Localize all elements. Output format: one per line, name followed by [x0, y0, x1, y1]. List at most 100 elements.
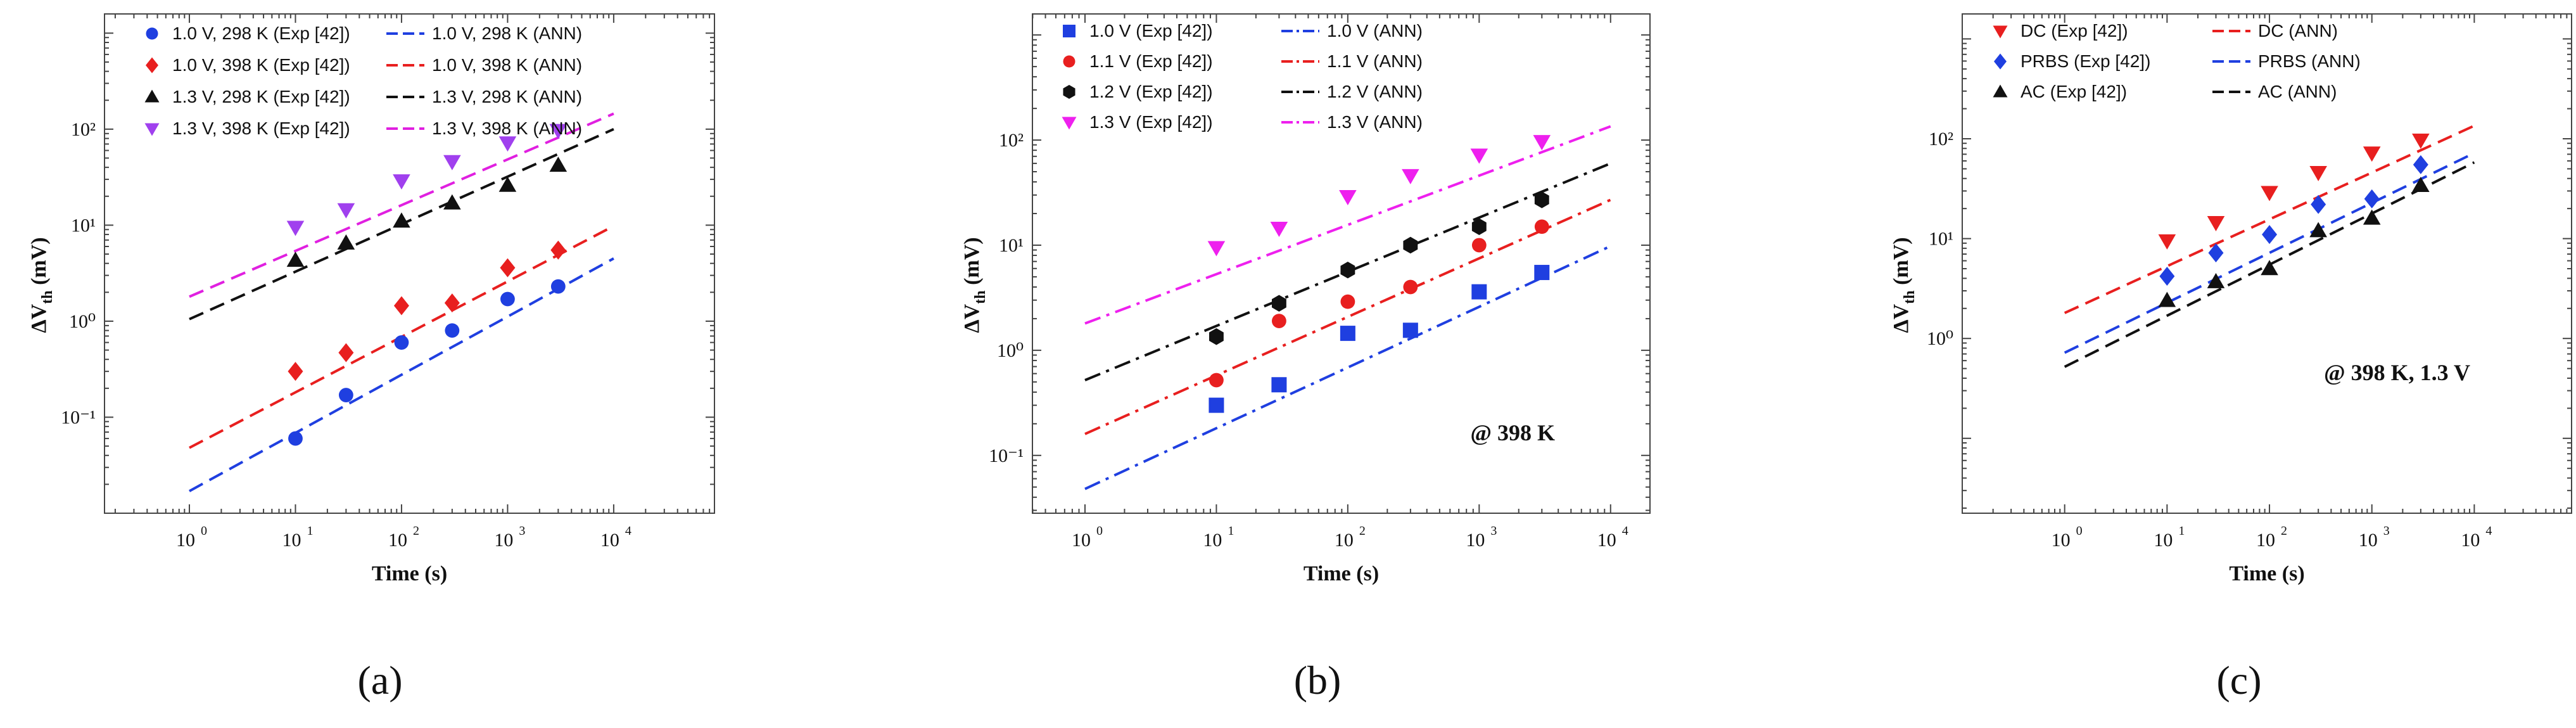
- x-tick-label: 10: [176, 530, 195, 551]
- data-point-1-3-v-398-k-exp-42: [286, 220, 305, 236]
- y-axis-title-main: ΔV: [960, 303, 984, 333]
- x-tick-label-exponent: 3: [1490, 524, 1497, 538]
- data-point-1-2-v-exp-42: [1271, 295, 1286, 312]
- legend-marker-dc-exp-42: [1993, 25, 2008, 39]
- data-point-1-1-v-exp-42: [1209, 373, 1224, 388]
- x-tick-label: 10: [2154, 530, 2173, 551]
- legend-label: 1.0 V, 298 K (Exp [42]): [172, 23, 350, 43]
- data-point-1-0-v-exp-42: [1471, 284, 1487, 300]
- x-tick-label: 10: [282, 530, 301, 551]
- data-point-1-3-v-exp-42: [1207, 241, 1226, 257]
- x-tick-label-exponent: 1: [1228, 524, 1234, 538]
- y-axis-title: ΔVth (mV): [1889, 237, 1918, 333]
- data-point-1-0-v-398-k-exp-42: [500, 258, 516, 278]
- data-point-1-0-v-398-k-exp-42: [444, 293, 460, 313]
- data-point-prbs-exp-42: [2159, 266, 2175, 286]
- data-point-1-0-v-298-k-exp-42: [394, 335, 409, 350]
- legend-marker-prbs-exp-42: [1994, 53, 2007, 70]
- data-point-1-0-v-398-k-exp-42: [288, 362, 303, 381]
- data-point-1-0-v-298-k-exp-42: [338, 388, 353, 402]
- y-axis-title-main: ΔV: [1889, 303, 1913, 333]
- x-axis-ticks: [114, 14, 711, 513]
- x-tick-label-exponent: 0: [201, 524, 207, 538]
- data-point-1-3-v-398-k-exp-42: [393, 174, 410, 190]
- y-axis-title: ΔVth (mV): [27, 237, 56, 333]
- legend-marker-1-0-v-398-k-exp-42: [146, 57, 158, 73]
- x-tick-label: 10: [1203, 530, 1222, 551]
- data-point-1-0-v-exp-42: [1402, 322, 1418, 338]
- legend-label: AC (ANN): [2258, 82, 2337, 101]
- data-point-ac-exp-42: [2261, 260, 2278, 276]
- data-point-1-2-v-exp-42: [1340, 262, 1355, 279]
- plot-area: [1084, 125, 1611, 490]
- data-point-ac-exp-42: [2207, 272, 2225, 288]
- legend-label: PRBS (ANN): [2258, 51, 2361, 71]
- y-axis-title: ΔVth (mV): [960, 237, 989, 333]
- series-line-1-0-v-298-k-ann: [189, 257, 614, 492]
- data-point-1-0-v-exp-42: [1209, 397, 1224, 413]
- legend-marker-1-2-v-exp-42: [1063, 85, 1075, 99]
- data-point-1-1-v-exp-42: [1534, 219, 1549, 234]
- x-tick-label-exponent: 0: [2076, 524, 2083, 538]
- data-point-1-1-v-exp-42: [1403, 279, 1418, 295]
- legend-label: 1.2 V (Exp [42]): [1089, 82, 1213, 101]
- x-tick-label-exponent: 3: [519, 524, 525, 538]
- data-point-ac-exp-42: [2158, 291, 2176, 307]
- data-point-1-1-v-exp-42: [1272, 314, 1286, 329]
- legend-label: 1.2 V (ANN): [1327, 82, 1423, 101]
- y-tick-label: 10¹: [71, 215, 96, 236]
- x-axis-title: Time (s): [2229, 562, 2304, 585]
- data-point-1-0-v-298-k-exp-42: [500, 291, 515, 307]
- x-tick-label-exponent: 1: [2178, 524, 2185, 538]
- data-point-prbs-exp-42: [2311, 195, 2326, 214]
- data-point-1-3-v-298-k-exp-42: [393, 212, 410, 228]
- legend-label: 1.0 V (ANN): [1327, 21, 1423, 41]
- x-tick-label: 10: [1072, 530, 1091, 551]
- data-point-1-3-v-298-k-exp-42: [498, 176, 517, 192]
- data-point-1-2-v-exp-42: [1534, 191, 1549, 208]
- legend-label: 1.3 V, 398 K (Exp [42]): [172, 118, 350, 138]
- legend-label: 1.3 V (Exp [42]): [1089, 112, 1213, 132]
- data-point-dc-exp-42: [2207, 215, 2225, 231]
- data-point-dc-exp-42: [2261, 186, 2278, 201]
- y-tick-label: 10²: [71, 119, 96, 140]
- legend-marker-1-0-v-298-k-exp-42: [146, 27, 158, 40]
- legend-label: 1.3 V, 398 K (ANN): [432, 118, 582, 138]
- data-point-1-0-v-398-k-exp-42: [550, 240, 566, 260]
- plot-frame: [1962, 13, 2572, 514]
- legend-label: 1.1 V (Exp [42]): [1089, 51, 1213, 71]
- y-axis-ticks: [105, 32, 714, 514]
- y-tick-label: 10²: [1929, 129, 1953, 150]
- data-point-1-3-v-exp-42: [1470, 148, 1488, 164]
- panel-label: (c): [2216, 658, 2261, 703]
- data-point-1-1-v-exp-42: [1340, 294, 1355, 309]
- data-point-dc-exp-42: [2412, 133, 2430, 149]
- y-tick-label: 10⁻¹: [61, 407, 96, 428]
- legend-marker-ac-exp-42: [1993, 84, 2008, 98]
- data-point-ac-exp-42: [2309, 222, 2327, 238]
- y-axis-title-main: ΔV: [27, 303, 51, 333]
- y-tick-label: 10²: [999, 130, 1024, 151]
- data-point-1-3-v-exp-42: [1533, 135, 1551, 151]
- legend-label: 1.1 V (ANN): [1327, 51, 1423, 71]
- x-tick-label: 10: [494, 530, 513, 551]
- series-line-dc-ann: [2064, 124, 2475, 314]
- y-axis-ticks: [1032, 34, 1650, 511]
- data-point-dc-exp-42: [2363, 146, 2381, 162]
- x-tick-label-exponent: 4: [1622, 524, 1628, 538]
- panel-a: 10 0 10 1 10 2 10 3 10 4 10⁻¹ 10⁰ 10¹ 10² Time (s) ΔVth…: [27, 13, 715, 703]
- data-point-1-1-v-exp-42: [1471, 238, 1487, 253]
- y-tick-label: 10¹: [999, 235, 1024, 256]
- data-point-ac-exp-42: [2412, 177, 2430, 193]
- panel-c: 10 0 10 1 10 2 10 3 10 4 10⁰ 10¹ 10² Time (s) ΔVth (mV…: [1889, 13, 2572, 703]
- series-line-1-3-v-398-k-ann: [189, 112, 614, 298]
- legend-label: 1.0 V, 298 K (ANN): [432, 23, 582, 43]
- series-line-1-0-v-ann: [1084, 245, 1611, 490]
- legend-label: 1.0 V, 398 K (Exp [42]): [172, 55, 350, 75]
- data-point-1-0-v-398-k-exp-42: [393, 296, 409, 316]
- legend: DC (Exp [42]) PRBS (Exp [42]) AC (Exp [42]…: [1993, 21, 2361, 101]
- legend: 1.0 V (Exp [42]) 1.1 V (Exp [42]) 1.2 V (E…: [1062, 21, 1423, 132]
- y-axis-title-sub: th: [972, 290, 989, 303]
- data-point-1-3-v-398-k-exp-42: [549, 124, 568, 139]
